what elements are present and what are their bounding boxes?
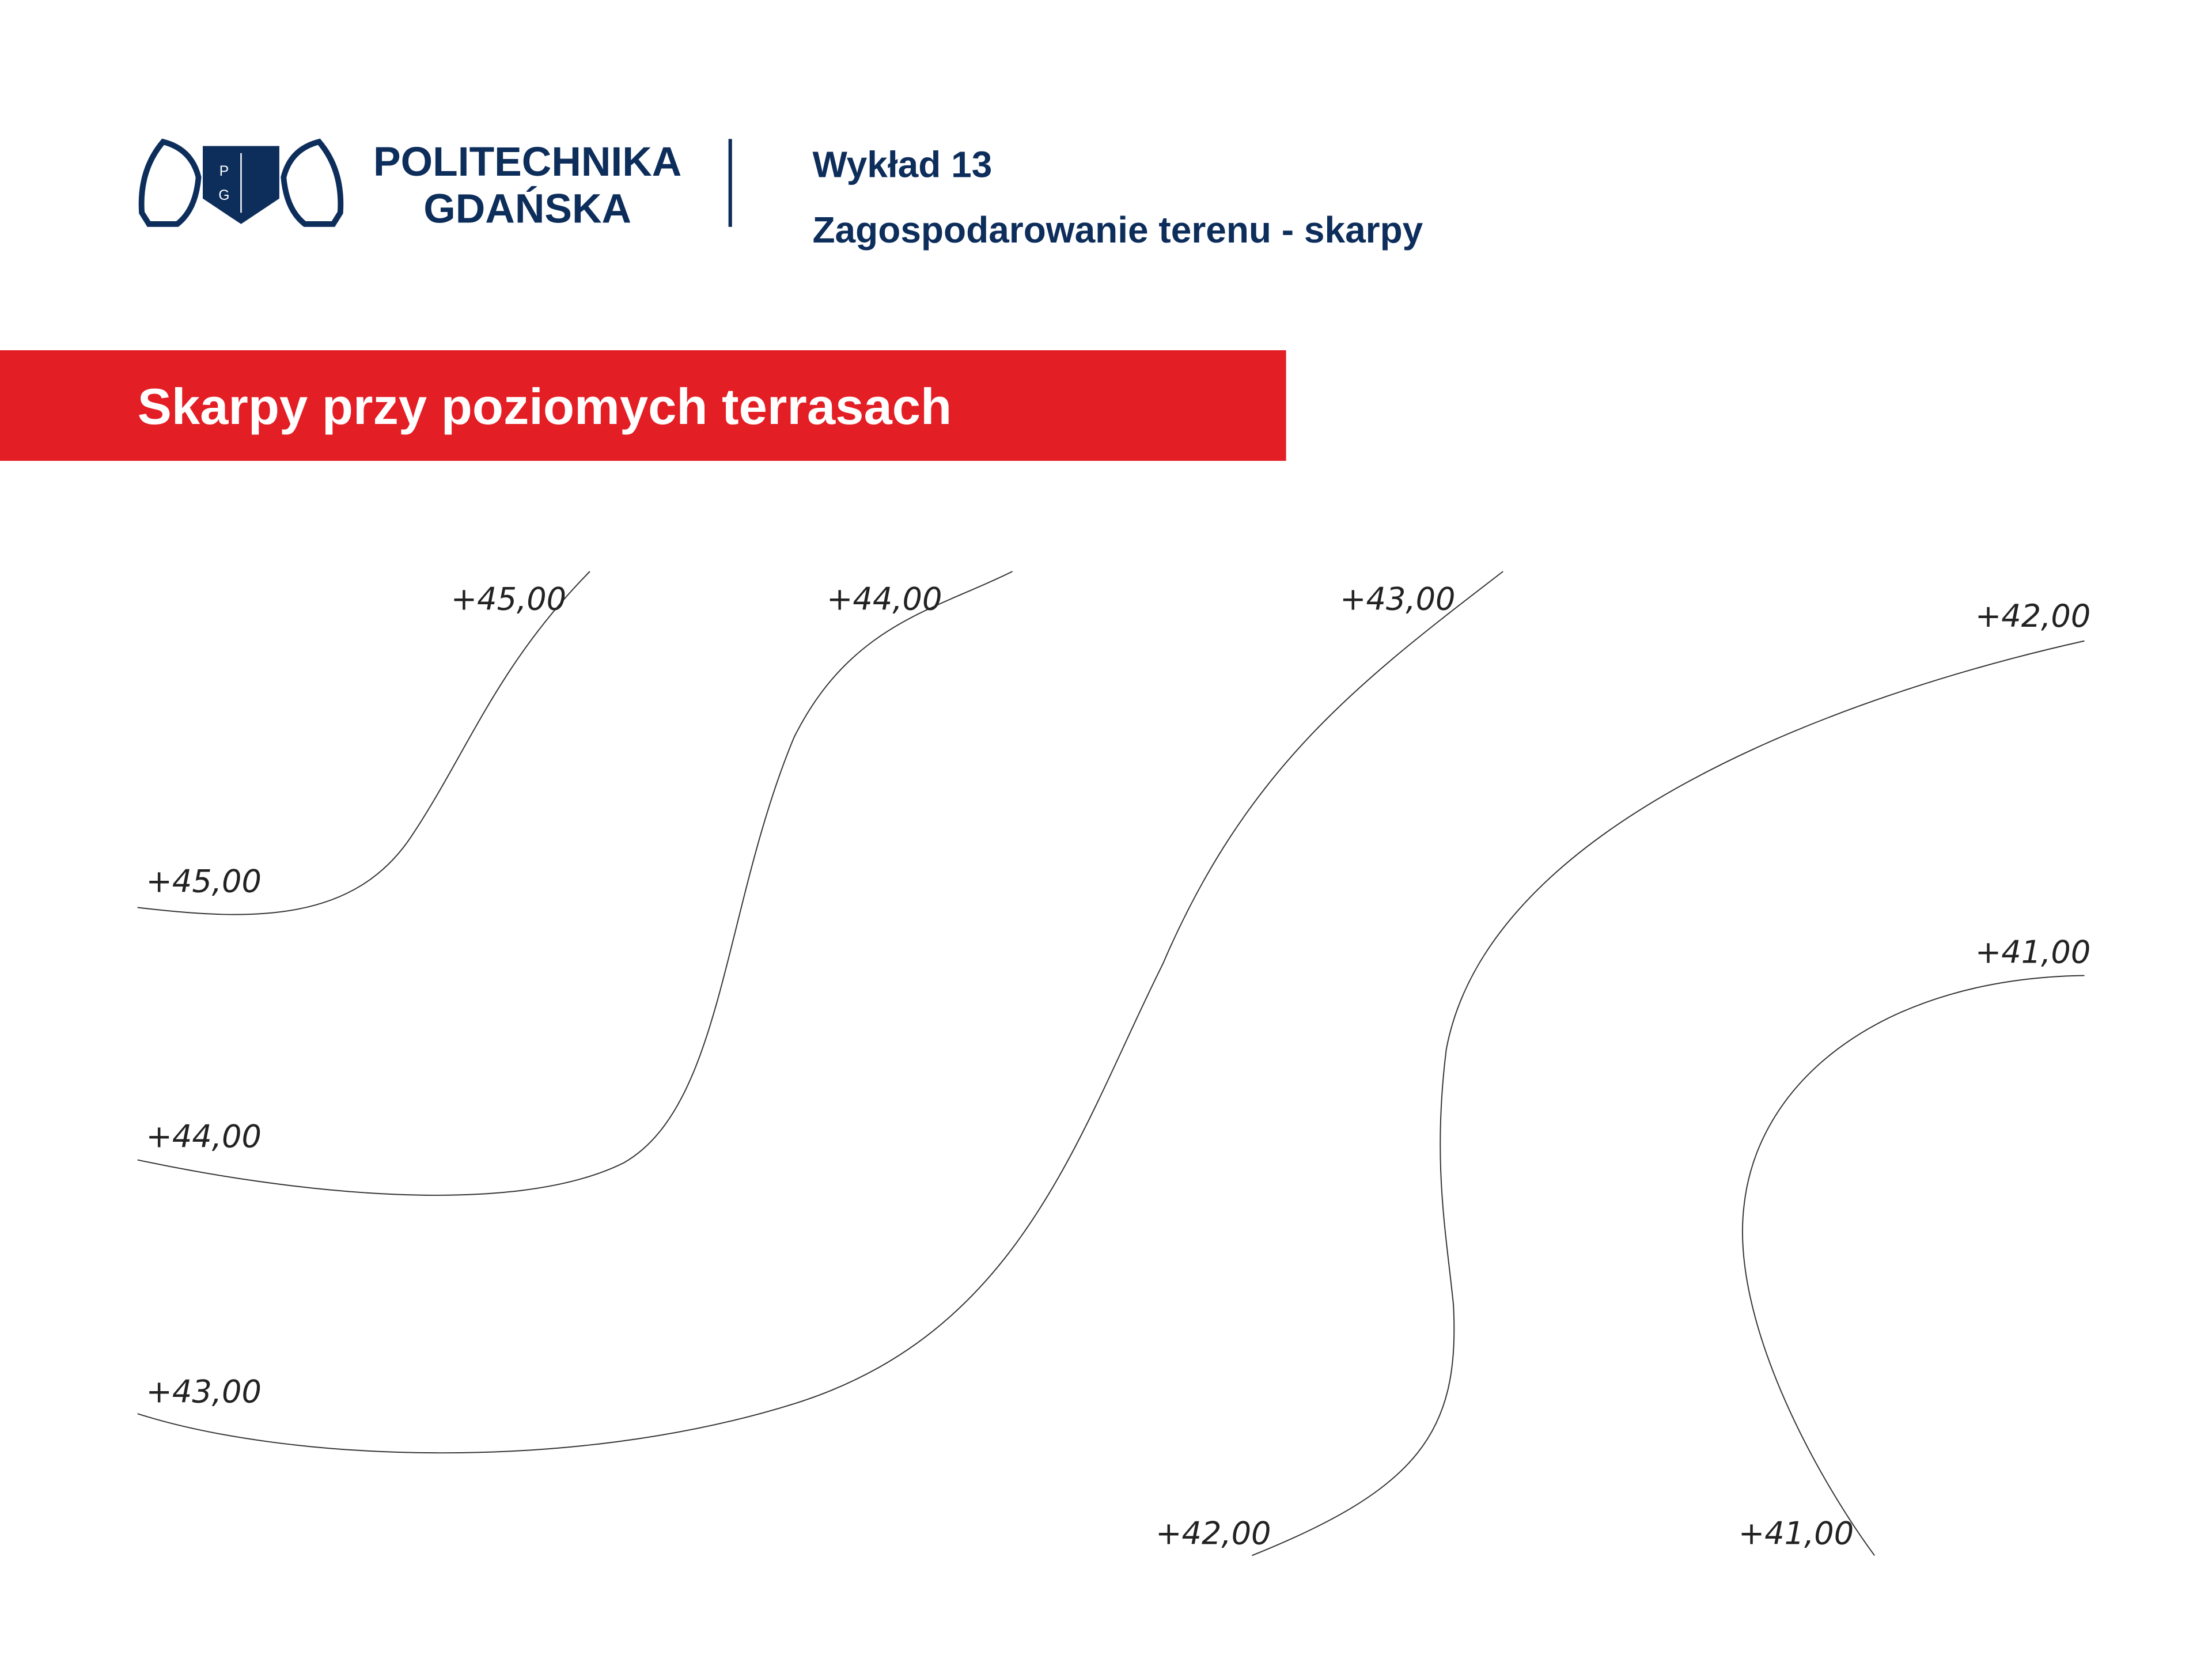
contour-label: +43,00: [1340, 581, 1455, 617]
contour-line: [137, 571, 1013, 1196]
contour-label: +41,00: [1975, 934, 2090, 970]
contour-label: +45,00: [451, 581, 566, 617]
contour-label: +44,00: [146, 1118, 262, 1154]
logo: P G POLITECHNIKA GDAŃSKA: [138, 138, 681, 232]
logo-text: POLITECHNIKA: [373, 139, 681, 185]
contour-line: [1741, 975, 2085, 1556]
contour-label: +43,00: [146, 1373, 262, 1410]
title-bar: [0, 350, 1286, 461]
contour-label: +45,00: [146, 863, 262, 899]
contour-map: +45,00 +45,00 +44,00 +44,00 +43,00 +43,0…: [137, 571, 2090, 1556]
contour-label: +41,00: [1738, 1516, 1854, 1552]
logo-letter: P: [219, 164, 229, 179]
contour-label: +42,00: [1975, 598, 2090, 634]
contour-label: +42,00: [1156, 1516, 1271, 1552]
contour-line: [137, 571, 590, 915]
contour-line: [137, 571, 1503, 1454]
lecture-number: Wykład 13: [812, 144, 992, 185]
logo-letter: G: [218, 188, 229, 203]
logo-text: GDAŃSKA: [423, 185, 631, 232]
logo-lion: [281, 138, 344, 227]
section-title: Skarpy przy poziomych terrasach: [138, 378, 952, 435]
lecture-topic: Zagospodarowanie terenu - skarpy: [812, 209, 1423, 251]
contour-label: +44,00: [827, 581, 942, 617]
logo-lion: [138, 138, 202, 227]
contour-line: [1252, 640, 2085, 1556]
